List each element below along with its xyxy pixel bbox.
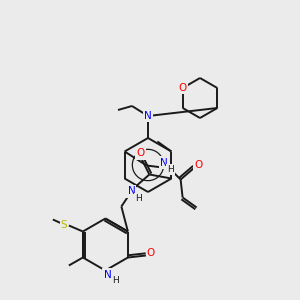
Text: N: N bbox=[144, 111, 152, 121]
Text: O: O bbox=[178, 83, 187, 93]
Text: H: H bbox=[112, 276, 119, 285]
Text: H: H bbox=[167, 165, 174, 174]
Text: N: N bbox=[103, 269, 111, 280]
Text: O: O bbox=[194, 160, 203, 170]
Text: O: O bbox=[147, 248, 155, 257]
Text: N: N bbox=[128, 187, 135, 196]
Text: O: O bbox=[136, 148, 145, 158]
Text: N: N bbox=[160, 158, 167, 167]
Text: S: S bbox=[61, 220, 67, 230]
Text: H: H bbox=[135, 194, 142, 203]
